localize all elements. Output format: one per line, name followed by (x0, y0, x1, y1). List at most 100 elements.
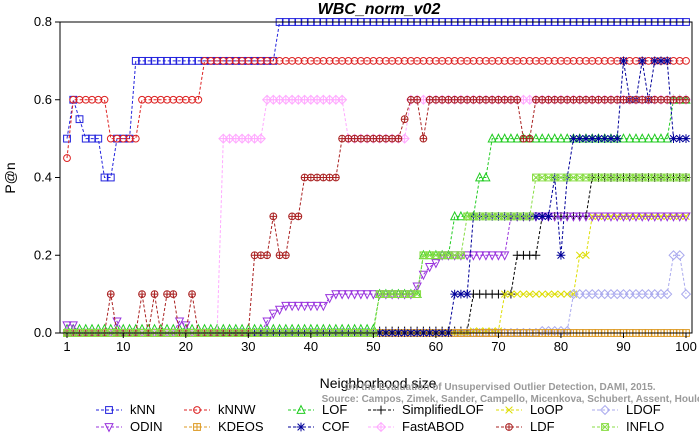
data-point (625, 133, 635, 143)
x-tick-label: 60 (429, 339, 443, 354)
y-tick-label: 0.4 (34, 170, 52, 185)
data-point (680, 289, 692, 300)
data-point (419, 251, 428, 260)
data-point (306, 301, 316, 312)
data-point (163, 95, 171, 104)
data-point (650, 133, 660, 143)
chart-title: WBC_norm_v02 (318, 1, 441, 18)
data-point (88, 134, 96, 143)
data-point (181, 95, 190, 104)
data-point (563, 56, 572, 65)
data-point (532, 290, 540, 298)
data-point (288, 56, 296, 65)
data-point (600, 134, 610, 144)
data-point (606, 134, 616, 144)
x-tick-label: 100 (675, 339, 697, 354)
data-point (507, 212, 515, 221)
data-point (356, 56, 365, 65)
x-tick-label: 50 (366, 339, 380, 354)
data-point (475, 56, 484, 65)
data-point (269, 56, 278, 65)
legend-label: LDF (530, 419, 555, 434)
data-point (274, 305, 285, 316)
data-point (525, 134, 534, 143)
data-point (450, 289, 460, 299)
legend-label: INFLO (626, 419, 664, 434)
x-tick-label: 90 (616, 339, 630, 354)
data-point (300, 56, 309, 65)
data-point (557, 290, 565, 298)
data-point (587, 134, 597, 144)
data-point (63, 134, 71, 143)
data-point (494, 56, 503, 65)
data-point (250, 56, 259, 65)
data-point (631, 212, 641, 222)
data-point (100, 173, 109, 182)
data-point (400, 290, 409, 299)
data-point (275, 56, 284, 65)
data-point (669, 134, 678, 144)
watermark: On the Evaluation of Unsupervised Outlie… (322, 382, 699, 405)
data-point (575, 56, 584, 65)
data-point (413, 56, 422, 65)
legend-swatch-marker (296, 404, 306, 414)
data-point (675, 212, 685, 222)
data-point (507, 56, 515, 65)
data-point (106, 290, 115, 299)
legend-item-lof: LOF (288, 402, 347, 417)
data-point (69, 95, 78, 104)
data-point (525, 56, 534, 65)
data-point (131, 56, 140, 65)
data-point (138, 290, 146, 299)
data-point (431, 251, 440, 260)
data-point (562, 212, 572, 222)
data-point (481, 251, 491, 261)
legend-swatch-marker (193, 423, 201, 431)
data-point (487, 133, 497, 143)
data-point (493, 133, 504, 143)
data-point (675, 173, 684, 182)
data-point (468, 251, 479, 261)
data-point (581, 134, 591, 144)
data-point (650, 56, 660, 66)
data-point (612, 134, 622, 144)
legend-swatch-marker (505, 406, 513, 414)
data-point (544, 173, 553, 182)
data-point (681, 212, 691, 222)
data-point (313, 56, 322, 65)
legend: kNN kNNW LOF SimplifiedLOF LoOP LDOF ODIN KDEOS… (96, 402, 664, 434)
data-point (469, 56, 478, 65)
data-point (600, 56, 609, 65)
data-point (156, 56, 165, 65)
data-point (525, 290, 534, 298)
data-point (343, 290, 354, 300)
x-tick-label: 30 (241, 339, 255, 354)
legend-label: KDEOS (218, 419, 264, 434)
data-point (312, 301, 322, 312)
data-point (325, 56, 334, 65)
data-point (613, 95, 622, 104)
data-point (425, 56, 434, 65)
legend-label: SimplifiedLOF (402, 402, 484, 417)
legend-label: ODIN (130, 419, 163, 434)
data-point (475, 212, 484, 221)
legend-swatch-marker (105, 406, 113, 414)
data-point (138, 56, 146, 65)
data-point (444, 56, 453, 65)
data-point (263, 56, 271, 65)
series-line (67, 254, 687, 334)
data-point (588, 173, 597, 182)
data-point (632, 212, 640, 221)
legend-swatch-marker (104, 423, 114, 433)
data-point (449, 210, 460, 221)
data-point (424, 263, 435, 273)
legend-swatch-marker (376, 405, 386, 415)
data-point (406, 290, 415, 299)
x-tick-label: 40 (304, 339, 318, 354)
legend-item-simplifiedlof: SimplifiedLOF (368, 402, 484, 417)
data-point (194, 95, 203, 104)
data-point (412, 282, 422, 292)
data-point (269, 212, 278, 221)
data-point (550, 290, 559, 298)
data-point (574, 212, 585, 222)
